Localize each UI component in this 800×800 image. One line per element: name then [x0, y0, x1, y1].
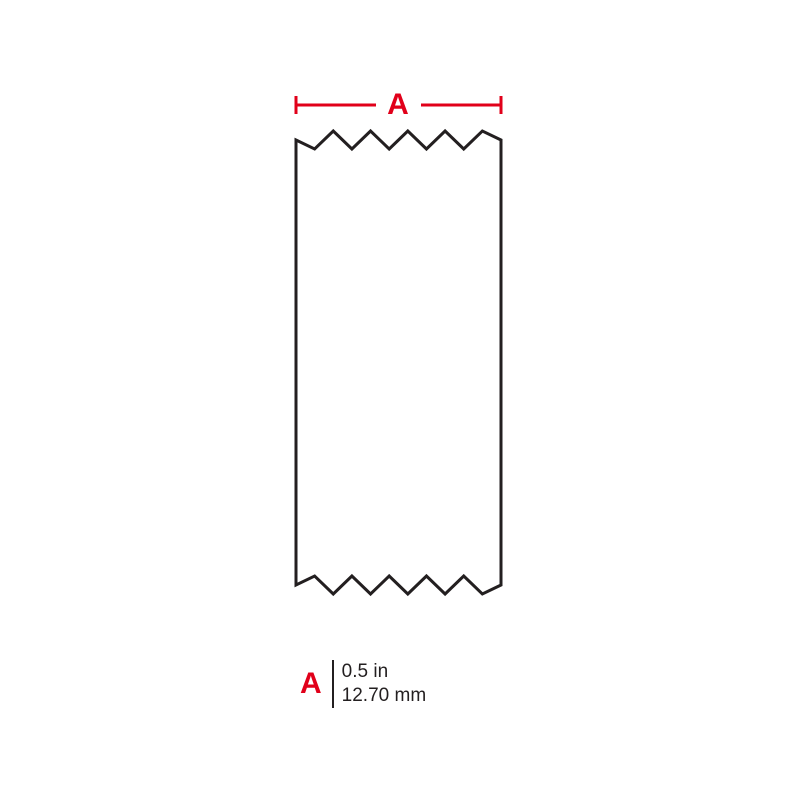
diagram-canvas: { "diagram": { "type": "infographic", "b…	[0, 0, 800, 800]
legend: A 0.5 in 12.70 mm	[300, 660, 426, 708]
legend-values: 0.5 in 12.70 mm	[334, 660, 426, 708]
legend-value-mm: 12.70 mm	[342, 684, 426, 708]
dimension-letter: A	[387, 88, 409, 122]
legend-value-in: 0.5 in	[342, 660, 426, 684]
legend-letter: A	[300, 667, 332, 701]
